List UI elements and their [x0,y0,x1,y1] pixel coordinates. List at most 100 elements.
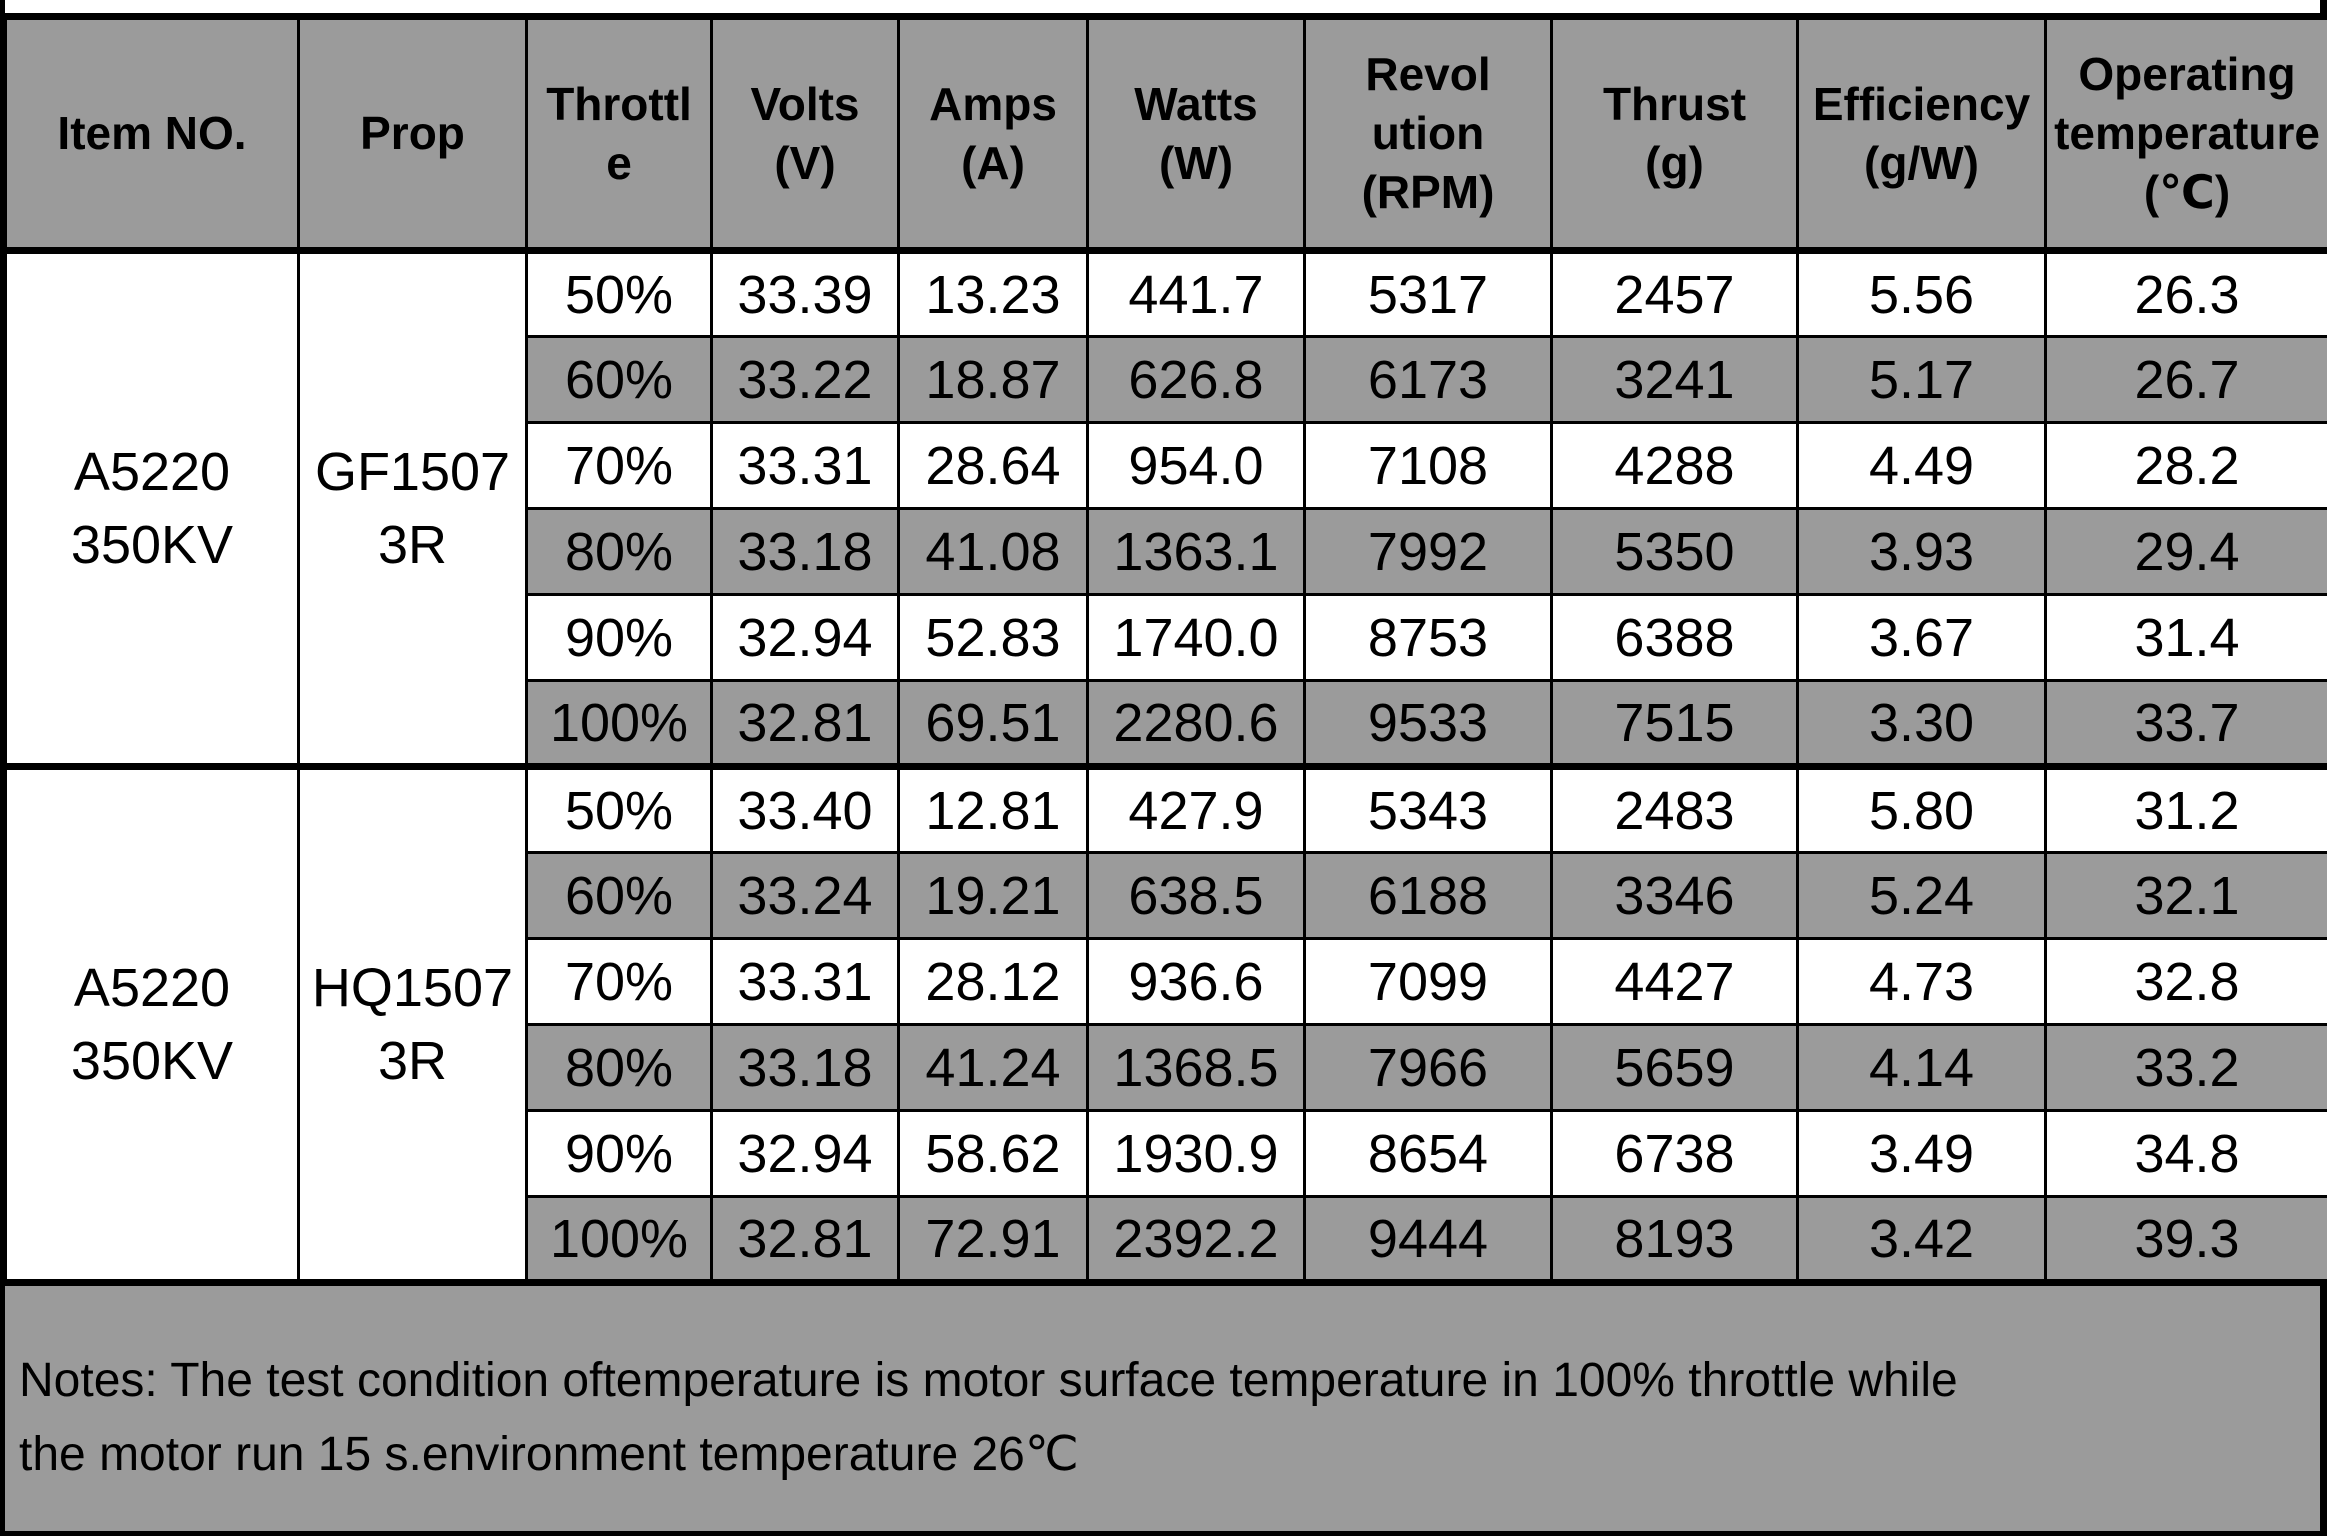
rpm-cell: 5317 [1303,249,1553,338]
throttle-cell: 80% [525,507,713,596]
temp-cell: 26.7 [2044,335,2327,424]
watts-cell: 638.5 [1086,851,1306,940]
watts-cell: 441.7 [1086,249,1306,338]
amps-cell: 41.24 [897,1023,1089,1112]
throttle-cell: 50% [525,763,713,854]
amps-cell: 58.62 [897,1109,1089,1198]
prop-cell: GF1507 3R [297,249,528,768]
header-row: Item NO. Prop Throttl e Volts (V) Amps (… [2,15,2327,254]
thrust-cell: 2457 [1550,249,1799,338]
thrust-cell: 4427 [1550,937,1799,1026]
efficiency-cell: 5.17 [1796,335,2047,424]
table-row: 70% 33.31 28.12 936.6 7099 4427 4.73 32.8 [4,937,2327,1026]
efficiency-cell: 3.30 [1796,679,2047,768]
rpm-cell: 7966 [1303,1023,1553,1112]
watts-cell: 936.6 [1086,937,1306,1026]
rpm-cell: 6173 [1303,335,1553,424]
efficiency-cell: 5.80 [1796,763,2047,854]
notes-text: Notes: The test condition oftemperature … [0,1286,2327,1536]
amps-cell: 69.51 [897,679,1089,768]
rpm-cell: 7992 [1303,507,1553,596]
volts-cell: 33.39 [710,249,900,338]
column-header-amps: Amps (A) [897,15,1089,254]
temp-cell: 32.1 [2044,851,2327,940]
watts-cell: 2392.2 [1086,1195,1306,1284]
volts-cell: 33.18 [710,1023,900,1112]
table-row: 80% 33.18 41.24 1368.5 7966 5659 4.14 33.2 [4,1023,2327,1112]
throttle-cell: 90% [525,1109,713,1198]
table-row: 100% 32.81 72.91 2392.2 9444 8193 3.42 39.3 [4,1195,2327,1284]
column-header-thrust: Thrust (g) [1550,15,1799,254]
rpm-cell: 9444 [1303,1195,1553,1284]
thrust-cell: 4288 [1550,421,1799,510]
amps-cell: 12.81 [897,763,1089,854]
prop-cell: HQ1507 3R [297,763,528,1284]
efficiency-cell: 3.67 [1796,593,2047,682]
table-header: Item NO. Prop Throttl e Volts (V) Amps (… [2,15,2327,254]
throttle-cell: 70% [525,937,713,1026]
volts-cell: 32.81 [710,679,900,768]
column-header-throttle: Throttl e [525,15,713,254]
item-no-cell: A5220 350KV [2,763,300,1284]
efficiency-cell: 3.42 [1796,1195,2047,1284]
column-header-revolution: Revol ution (RPM) [1303,15,1553,254]
efficiency-cell: 5.56 [1796,249,2047,338]
watts-cell: 626.8 [1086,335,1306,424]
thrust-cell: 2483 [1550,763,1799,854]
table-row: A5220 350KV GF1507 3R 50% 33.39 13.23 441.7 53… [2,249,2327,768]
efficiency-cell: 4.14 [1796,1023,2047,1112]
throttle-cell: 50% [525,249,713,338]
rpm-cell: 5343 [1303,763,1553,854]
thrust-cell: 5350 [1550,507,1799,596]
efficiency-cell: 4.73 [1796,937,2047,1026]
volts-cell: 33.31 [710,421,900,510]
rpm-cell: 8654 [1303,1109,1553,1198]
thrust-cell: 8193 [1550,1195,1799,1284]
amps-cell: 18.87 [897,335,1089,424]
thrust-cell: 7515 [1550,679,1799,768]
amps-cell: 52.83 [897,593,1089,682]
watts-cell: 954.0 [1086,421,1306,510]
table-row: 100% 32.81 69.51 2280.6 9533 7515 3.30 33.7 [4,679,2327,768]
watts-cell: 2280.6 [1086,679,1306,768]
table-row: A5220 350KV HQ1507 3R 50% 33.40 12.81 427.9 53… [2,763,2327,1284]
efficiency-cell: 3.93 [1796,507,2047,596]
column-header-watts: Watts (W) [1086,15,1306,254]
table-row: 90% 32.94 52.83 1740.0 8753 6388 3.67 31.4 [4,593,2327,682]
thrust-cell: 5659 [1550,1023,1799,1112]
rpm-cell: 7108 [1303,421,1553,510]
table-row: 90% 32.94 58.62 1930.9 8654 6738 3.49 34.8 [4,1109,2327,1198]
amps-cell: 72.91 [897,1195,1089,1284]
throttle-cell: 70% [525,421,713,510]
temp-cell: 31.2 [2044,763,2327,854]
thrust-cell: 6388 [1550,593,1799,682]
temp-cell: 28.2 [2044,421,2327,510]
table-row: 80% 33.18 41.08 1363.1 7992 5350 3.93 29.4 [4,507,2327,596]
column-header-item-no: Item NO. [2,15,300,254]
volts-cell: 32.94 [710,593,900,682]
volts-cell: 33.31 [710,937,900,1026]
temp-cell: 33.7 [2044,679,2327,768]
rpm-cell: 8753 [1303,593,1553,682]
thrust-cell: 6738 [1550,1109,1799,1198]
volts-cell: 33.40 [710,763,900,854]
volts-cell: 32.94 [710,1109,900,1198]
watts-cell: 427.9 [1086,763,1306,854]
throttle-cell: 60% [525,851,713,940]
column-header-efficiency: Efficiency (g/W) [1796,15,2047,254]
rpm-cell: 9533 [1303,679,1553,768]
temp-cell: 33.2 [2044,1023,2327,1112]
efficiency-cell: 3.49 [1796,1109,2047,1198]
column-header-operating-temperature: Operating temperature (℃) [2044,15,2327,254]
temp-cell: 29.4 [2044,507,2327,596]
temp-cell: 39.3 [2044,1195,2327,1284]
watts-cell: 1740.0 [1086,593,1306,682]
top-margin-strip [0,0,2327,13]
throttle-cell: 80% [525,1023,713,1112]
column-header-prop: Prop [297,15,528,254]
efficiency-cell: 4.49 [1796,421,2047,510]
temp-cell: 32.8 [2044,937,2327,1026]
table-row: 60% 33.22 18.87 626.8 6173 3241 5.17 26.7 [4,335,2327,424]
temp-cell: 26.3 [2044,249,2327,338]
throttle-cell: 100% [525,679,713,768]
